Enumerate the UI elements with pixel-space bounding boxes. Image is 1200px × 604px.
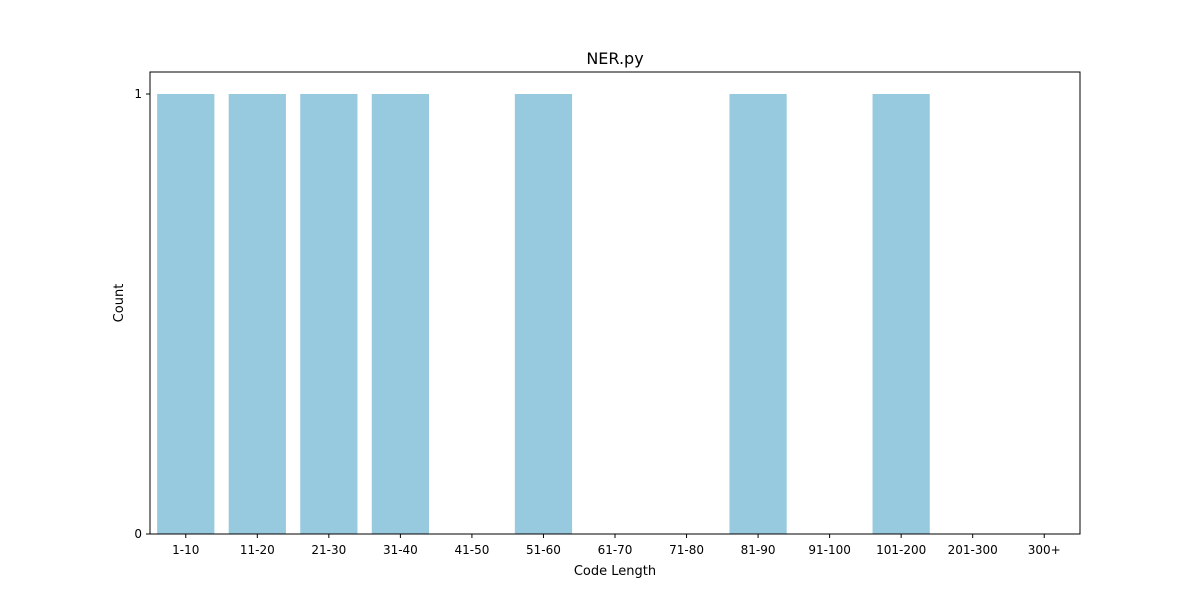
x-tick-label: 300+ xyxy=(1028,543,1061,557)
x-tick-label: 21-30 xyxy=(311,543,346,557)
x-tick-label: 11-20 xyxy=(240,543,275,557)
bars-group xyxy=(157,94,930,534)
x-tick-label: 81-90 xyxy=(741,543,776,557)
x-axis-ticks: 1-10 11-20 21-30 31-40 41-50 51-60 61-70 71-80 8… xyxy=(172,534,1061,557)
x-tick-label: 51-60 xyxy=(526,543,561,557)
y-tick-label: 0 xyxy=(134,527,142,541)
chart-title: NER.py xyxy=(586,49,643,68)
x-axis-label: Code Length xyxy=(574,564,656,579)
bar-1-10 xyxy=(157,94,215,534)
x-tick-label: 91-100 xyxy=(808,543,851,557)
plot-frame xyxy=(149,71,1081,535)
bar-31-40 xyxy=(371,94,429,534)
x-tick-label: 1-10 xyxy=(172,543,199,557)
y-tick-label: 1 xyxy=(134,87,142,101)
x-tick-label: 41-50 xyxy=(454,543,489,557)
bar-81-90 xyxy=(729,94,787,534)
x-tick-label: 101-200 xyxy=(876,543,926,557)
x-tick-label: 61-70 xyxy=(598,543,633,557)
x-tick-label: 31-40 xyxy=(383,543,418,557)
y-axis-label: Count xyxy=(112,284,127,323)
y-axis-ticks: 01 xyxy=(134,87,150,541)
bar-11-20 xyxy=(228,94,286,534)
bar-101-200 xyxy=(872,94,930,534)
x-tick-label: 201-300 xyxy=(948,543,998,557)
bar-21-30 xyxy=(300,94,358,534)
bar-51-60 xyxy=(514,94,573,534)
x-tick-label: 71-80 xyxy=(669,543,704,557)
